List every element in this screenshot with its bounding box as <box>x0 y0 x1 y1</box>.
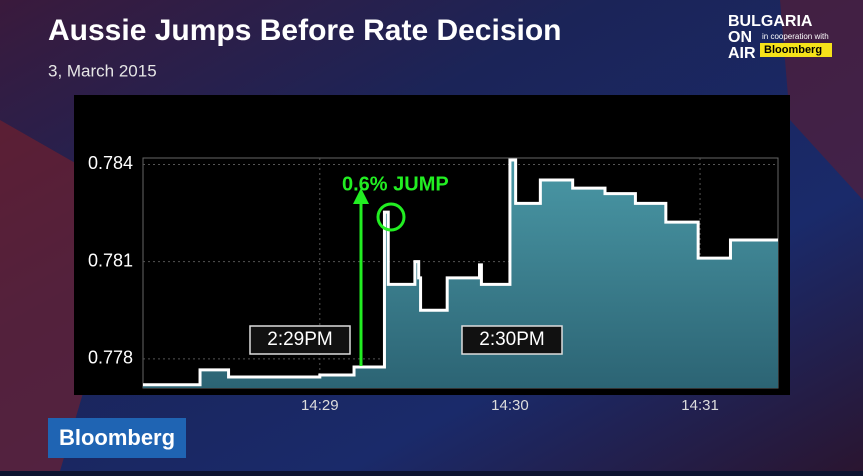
y-tick-label: 0.781 <box>88 250 133 270</box>
line <box>143 158 778 387</box>
annotation: 2:30PM <box>479 329 544 350</box>
annotation-box <box>461 325 563 355</box>
arrow-head <box>353 188 369 204</box>
badge-text: Bloomberg <box>59 425 175 450</box>
jump-marker <box>353 188 406 366</box>
logo-text: ON <box>728 29 752 46</box>
logo-text: Bloomberg <box>764 44 822 56</box>
y-tick-label: 0.778 <box>88 348 133 368</box>
logo-text: AIR <box>728 45 756 62</box>
x-tick-label: 14:29 <box>301 397 339 414</box>
logo-box <box>760 43 832 57</box>
logo-text: BULGARIA <box>728 13 813 30</box>
subtitle: 3, March 2015 <box>48 61 157 80</box>
y-tick-label: 0.784 <box>88 153 133 173</box>
plot: 0.778 0.781 0.784 14:29 14:30 14:31 0.6% JUMP 2… <box>88 153 779 414</box>
logo: BULGARIA ON AIR in cooperation with Bloo… <box>728 13 832 62</box>
annotation: 0.6% JUMP <box>342 173 449 195</box>
jump-circle <box>376 202 406 232</box>
annotation-box <box>249 325 351 355</box>
x-tick-label: 14:30 <box>491 397 529 414</box>
x-tick-label: 14:31 <box>681 397 719 414</box>
badge <box>48 418 186 458</box>
annotation: 2:29PM <box>267 329 332 350</box>
logo-text: in cooperation with <box>762 32 829 41</box>
title: Aussie Jumps Before Rate Decision <box>48 14 562 47</box>
area <box>143 159 778 388</box>
